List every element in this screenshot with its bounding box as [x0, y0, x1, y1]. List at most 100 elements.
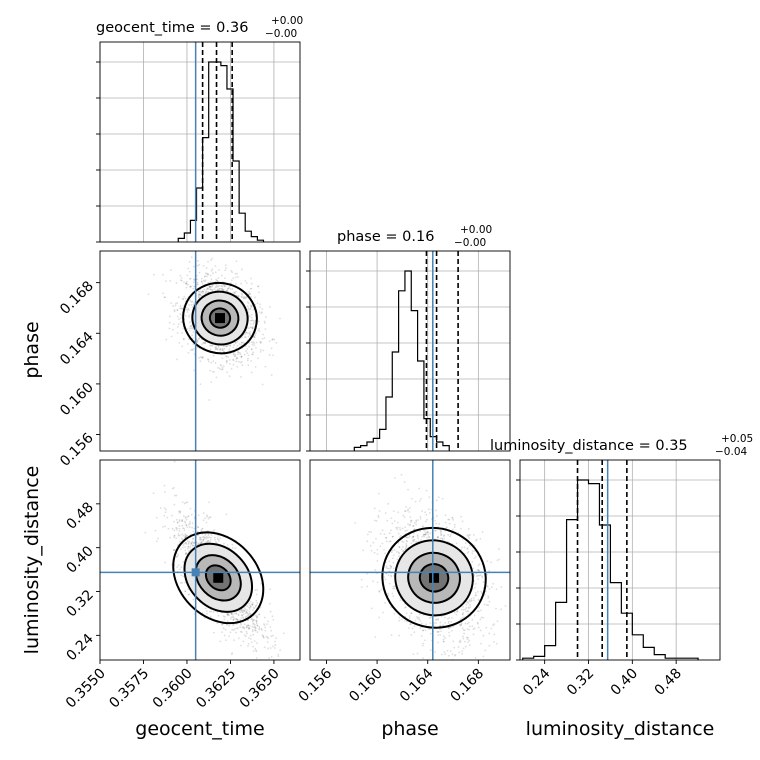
sample-point	[177, 323, 180, 325]
sample-point	[476, 621, 479, 624]
sample-point	[233, 639, 236, 642]
sample-point	[269, 588, 271, 591]
sample-point	[244, 279, 247, 282]
sample-point	[397, 526, 399, 529]
sample-point	[369, 545, 372, 547]
sample-point	[204, 280, 206, 283]
sample-point	[272, 618, 275, 621]
sample-point	[486, 560, 489, 563]
sample-point	[421, 644, 424, 647]
sample-point	[201, 536, 204, 539]
sample-point	[218, 367, 221, 370]
sample-point	[178, 511, 181, 514]
sample-point	[482, 581, 485, 583]
sample-point	[417, 616, 420, 619]
sample-point	[387, 592, 390, 595]
sample-point	[245, 331, 248, 334]
sample-point	[437, 535, 439, 538]
sample-point	[201, 611, 204, 614]
sample-point	[419, 620, 422, 622]
sample-point	[240, 355, 243, 358]
sample-point	[255, 621, 258, 623]
sample-point	[247, 644, 249, 647]
sample-point	[222, 350, 225, 353]
sample-point	[189, 507, 192, 510]
sample-point	[217, 534, 220, 537]
panel-frame	[99, 459, 301, 661]
sample-point	[476, 569, 479, 571]
sample-point	[447, 622, 450, 625]
sample-point	[232, 277, 235, 280]
sample-point	[202, 512, 205, 515]
sample-point	[269, 626, 272, 628]
sample-point	[240, 356, 243, 358]
sample-point	[465, 610, 468, 613]
sample-point	[400, 473, 403, 476]
sample-point	[377, 492, 380, 495]
sample-point	[190, 542, 193, 544]
sample-point	[246, 348, 249, 350]
sample-point	[242, 296, 245, 299]
sample-point	[168, 321, 171, 324]
sample-point	[262, 634, 265, 637]
histogram-luminosity_distance	[522, 479, 699, 660]
sample-point	[240, 355, 243, 358]
sample-point	[192, 537, 195, 540]
sample-point	[454, 523, 456, 526]
sample-point	[223, 289, 225, 291]
sample-point	[479, 629, 482, 632]
sample-point	[235, 612, 237, 615]
sample-point	[390, 566, 393, 568]
sample-point	[235, 283, 237, 285]
sample-point	[220, 364, 223, 367]
sample-point	[215, 376, 218, 379]
sample-point	[435, 618, 438, 621]
sample-point	[246, 359, 249, 362]
sample-point	[223, 285, 226, 288]
sample-point	[178, 318, 180, 321]
sample-point	[198, 296, 200, 299]
sample-point	[164, 525, 166, 528]
sample-point	[185, 552, 188, 554]
sample-point	[188, 303, 191, 306]
sample-point	[250, 360, 253, 362]
sample-point	[401, 540, 404, 543]
sample-point	[211, 370, 214, 373]
sample-point	[376, 560, 379, 562]
sample-point	[458, 651, 461, 654]
sample-point	[258, 311, 261, 314]
sample-point	[227, 344, 229, 347]
sample-point	[223, 618, 226, 621]
sample-point	[280, 684, 282, 686]
sample-point	[215, 348, 217, 351]
sample-point	[466, 534, 469, 537]
sample-point	[210, 533, 213, 536]
sample-point	[246, 352, 249, 355]
sample-point	[250, 326, 253, 329]
sample-point	[229, 617, 232, 620]
sample-point	[444, 621, 447, 624]
sample-point	[420, 497, 422, 500]
sample-point	[273, 338, 276, 341]
sample-point	[271, 634, 274, 637]
sample-point	[216, 622, 219, 625]
sample-point	[234, 355, 237, 358]
sample-point	[233, 292, 236, 295]
scatter-panel-phase-luminosity_distance	[309, 459, 511, 661]
sample-point	[178, 342, 181, 344]
sample-point	[200, 529, 202, 532]
sample-point	[248, 292, 251, 295]
sample-point	[455, 610, 458, 613]
sample-point	[479, 609, 482, 612]
sample-point	[256, 642, 258, 645]
sample-point	[198, 290, 200, 293]
sample-point	[192, 265, 195, 268]
sample-point	[265, 635, 268, 638]
sample-point	[253, 626, 255, 629]
sample-point	[393, 549, 396, 551]
sample-point	[459, 527, 462, 530]
sample-point	[230, 653, 233, 656]
sample-point	[462, 605, 465, 608]
sample-point	[461, 650, 464, 652]
sample-point	[201, 527, 204, 530]
